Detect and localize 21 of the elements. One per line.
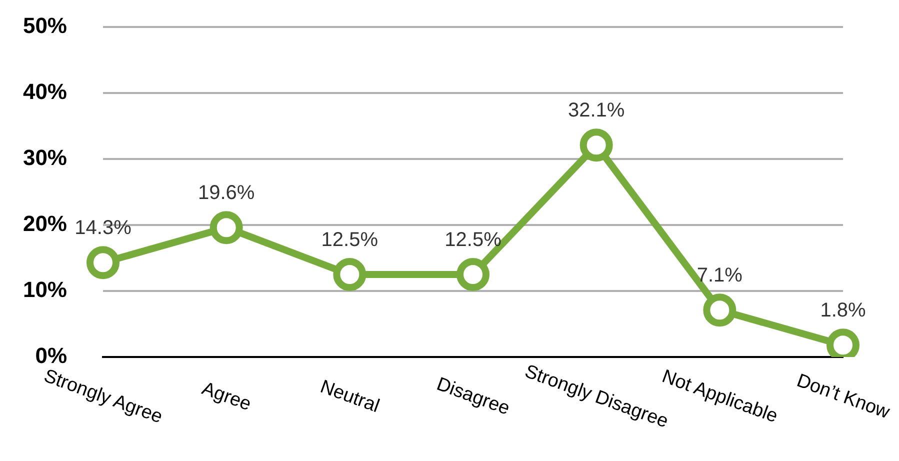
point — [86, 246, 120, 280]
data-label: 14.3% — [74, 217, 132, 240]
y-tick-label: 10% — [22, 277, 67, 302]
data-label: 7.1% — [696, 264, 743, 287]
point — [580, 128, 613, 162]
data-label: 19.6% — [198, 182, 255, 204]
data-label: 12.5% — [444, 229, 502, 252]
y-tick-label: 50% — [22, 13, 67, 38]
point — [333, 258, 366, 291]
point — [703, 294, 736, 327]
point — [456, 258, 490, 291]
x-tick-label: Agree — [199, 378, 254, 416]
y-tick-label: 20% — [22, 211, 67, 236]
y-tick-label: 30% — [22, 145, 67, 170]
y-tick-label: 0% — [35, 343, 67, 368]
data-label: 1.8% — [820, 300, 866, 322]
data-label: 12.5% — [321, 229, 378, 252]
data-label: 32.1% — [568, 100, 625, 122]
x-tick-label: Don’t Know — [794, 370, 893, 424]
point — [210, 211, 243, 244]
y-tick-label: 40% — [22, 79, 67, 104]
